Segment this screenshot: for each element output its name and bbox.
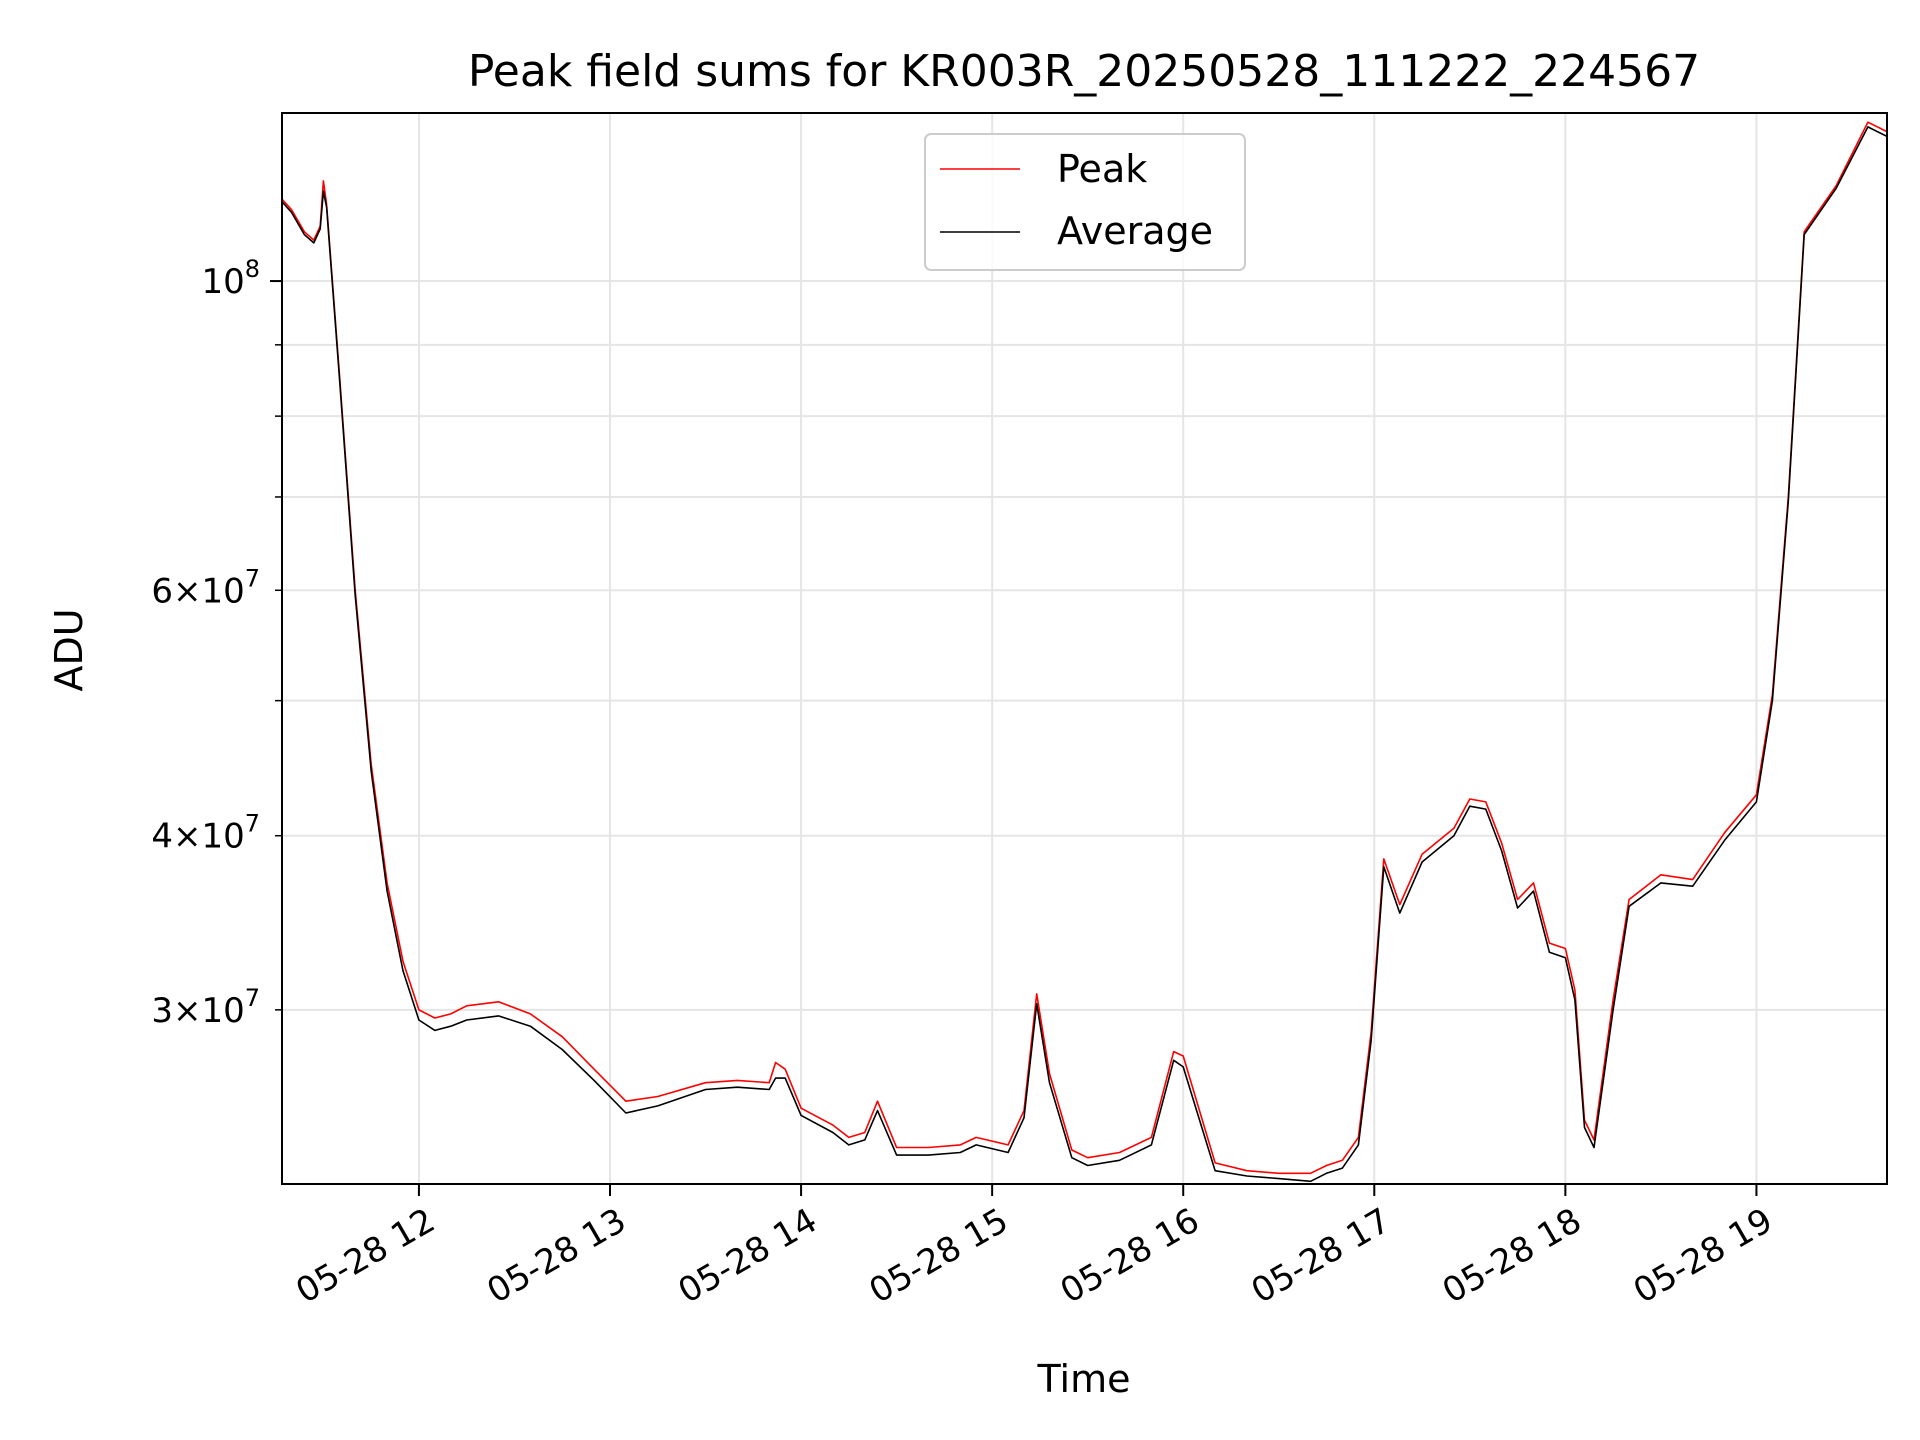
y-tick-label: 3×107 [151,984,260,1031]
grid-lines [282,113,1887,1184]
legend-label-peak: Peak [1057,147,1147,191]
series-line-average [282,126,1887,1183]
x-axis-label: Time [1037,1357,1131,1401]
legend: Peak Average [924,133,1246,271]
y-tick-label: 4×107 [151,810,260,857]
y-axis-label: ADU [47,608,91,691]
y-tick-label: 6×107 [151,564,260,611]
y-axis: 108 3×107 4×107 6×107 [151,255,282,1031]
chart-title: Peak field sums for KR003R_20250528_1112… [468,46,1700,97]
plot-frame [281,112,1888,1185]
legend-box [924,133,1246,271]
y-tick-label: 108 [201,255,260,302]
legend-label-average: Average [1057,209,1213,253]
series-layer [282,121,1887,1183]
